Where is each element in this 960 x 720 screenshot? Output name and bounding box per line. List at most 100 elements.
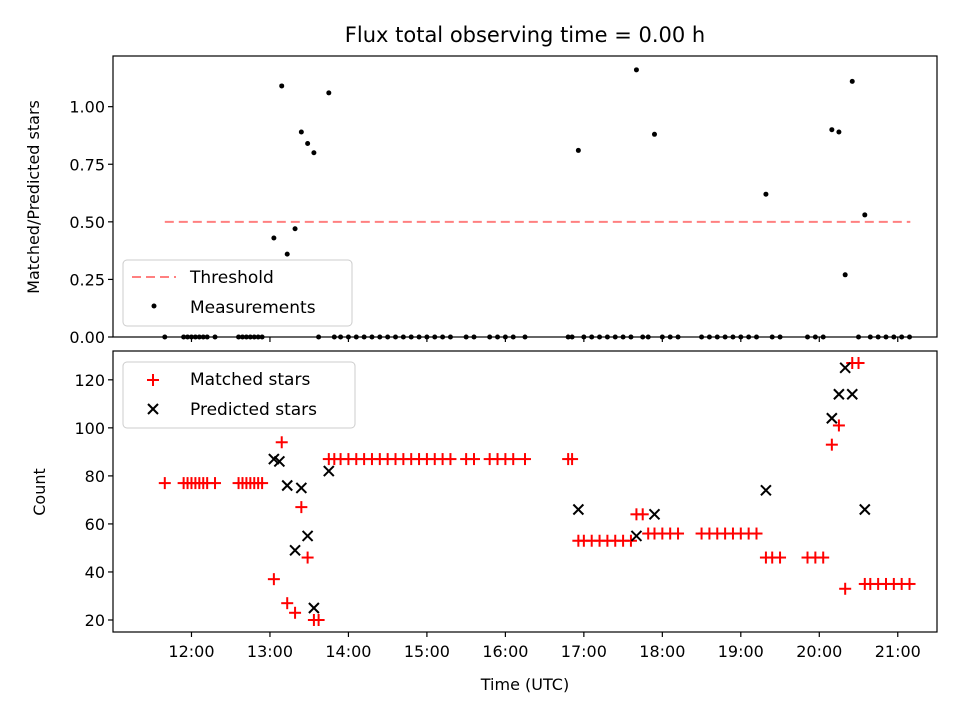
measurement-point (279, 83, 285, 89)
matched-star-marker (289, 606, 302, 619)
bottom-legend-frame (122, 361, 356, 429)
measurement-point (326, 90, 332, 96)
matched-star-marker (444, 453, 457, 466)
matched-star-marker (295, 501, 308, 514)
matched-star-marker (825, 438, 838, 451)
x-axis-title: Time (UTC) (480, 675, 569, 694)
predicted-star-marker (846, 388, 858, 400)
measurement-point (311, 150, 317, 156)
bottom-legend: Matched stars Predicted stars (122, 361, 356, 429)
top-legend-frame (122, 259, 353, 327)
bottom-xtick-label: 15:00 (404, 642, 450, 661)
predicted-star-marker (826, 412, 838, 424)
matched-star-marker (301, 551, 314, 564)
matched-star-marker (256, 477, 269, 490)
top-ytick-label: 0.50 (69, 213, 105, 232)
matched-star-marker (903, 577, 916, 590)
matched-star-marker (267, 573, 280, 586)
predicted-star-marker (760, 484, 772, 497)
matched-star-marker (624, 534, 637, 547)
bottom-y-axis-title: Count (30, 468, 49, 516)
bottom-xtick-label: 20:00 (796, 642, 842, 661)
predicted-star-marker (630, 530, 643, 542)
bottom-xtick-label: 17:00 (561, 642, 607, 661)
legend-matched-label: Matched stars (190, 370, 310, 390)
matched-stars-series (158, 357, 916, 626)
measurement-point (305, 141, 311, 147)
matched-star-marker (507, 453, 520, 466)
top-legend: Threshold Measurements (122, 259, 353, 327)
matched-star-marker (281, 597, 294, 610)
measurement-point (651, 131, 657, 137)
measurement-point (862, 212, 868, 218)
matched-star-marker (852, 357, 865, 370)
bottom-plot-frame (112, 350, 938, 633)
top-ytick-label: 1.00 (69, 98, 105, 117)
bottom-xtick-label: 13:00 (247, 642, 293, 661)
matched-star-marker (636, 508, 649, 521)
measurement-point (842, 272, 848, 278)
measurement-point (836, 129, 842, 135)
top-panel: 0.00 0.25 0.50 0.75 1.00 Matched/Predicted s… (24, 55, 938, 347)
legend-measurements-label: Measurements (190, 298, 316, 318)
matched-star-marker (774, 551, 787, 564)
measurement-point (829, 127, 835, 133)
bottom-xtick-label: 14:00 (325, 642, 371, 661)
matched-star-marker (817, 551, 830, 564)
predicted-star-marker (833, 388, 845, 400)
predicted-star-marker (648, 508, 661, 521)
matched-star-marker (839, 582, 852, 595)
predicted-star-marker (289, 544, 301, 557)
predicted-stars-series (268, 362, 871, 614)
bottom-panel: 20 40 60 80 100 120 12:00 13:00 14:00 15:00 16:00… (30, 350, 938, 694)
top-ytick-label: 0.00 (69, 328, 105, 347)
measurement-point (575, 147, 581, 153)
measurement-point (298, 129, 304, 135)
legend-matched-swatch (147, 374, 159, 386)
matched-star-marker (275, 436, 288, 449)
predicted-star-marker (308, 602, 320, 614)
matched-star-marker (672, 527, 685, 540)
matched-star-marker (566, 453, 579, 466)
bottom-y-ticks: 20 40 60 80 100 120 (74, 371, 113, 630)
bottom-xtick-label: 16:00 (482, 642, 528, 661)
measurement-point (292, 226, 298, 232)
predicted-star-marker (295, 482, 308, 494)
legend-predicted-label: Predicted stars (190, 400, 317, 420)
matched-star-marker (832, 419, 845, 432)
measurement-point (271, 235, 277, 241)
matched-star-marker (750, 527, 763, 540)
matched-star-marker (519, 453, 531, 466)
bottom-ytick-label: 120 (74, 371, 105, 390)
predicted-star-marker (839, 362, 851, 374)
predicted-star-marker (281, 479, 293, 492)
bottom-xtick-label: 12:00 (168, 642, 214, 661)
top-y-axis-title: Matched/Predicted stars (24, 100, 43, 294)
bottom-ytick-label: 80 (85, 467, 105, 486)
predicted-star-marker (323, 465, 335, 477)
bottom-xtick-label: 18:00 (639, 642, 685, 661)
bottom-ytick-label: 40 (85, 563, 105, 582)
top-ytick-label: 0.25 (69, 270, 105, 289)
chart-title: Flux total observing time = 0.00 h (345, 23, 705, 47)
legend-measurements-swatch (151, 303, 157, 309)
measurement-point (849, 78, 855, 84)
matched-star-marker (467, 453, 480, 466)
bottom-ytick-label: 100 (74, 419, 105, 438)
measurement-point (284, 251, 290, 257)
predicted-star-marker (572, 503, 585, 516)
bottom-ytick-label: 20 (85, 611, 105, 630)
matched-star-marker (209, 477, 222, 490)
top-ytick-label: 0.75 (69, 155, 105, 174)
top-plot-frame (112, 55, 938, 338)
bottom-xtick-label: 21:00 (875, 642, 921, 661)
matched-star-marker (312, 613, 325, 626)
top-y-ticks: 0.00 0.25 0.50 0.75 1.00 (69, 98, 113, 347)
predicted-star-marker (273, 455, 286, 468)
bottom-xtick-label: 19:00 (718, 642, 764, 661)
measurement-point (763, 191, 769, 197)
legend-threshold-label: Threshold (189, 268, 274, 288)
bottom-ytick-label: 60 (85, 515, 105, 534)
measurement-point (633, 67, 639, 73)
